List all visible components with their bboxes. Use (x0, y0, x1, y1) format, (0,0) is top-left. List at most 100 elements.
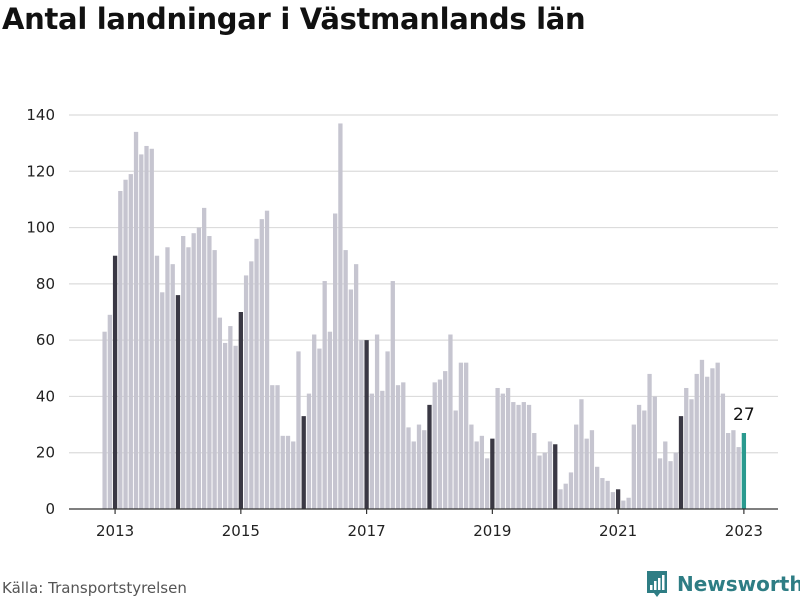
bar (202, 207, 207, 509)
bar (705, 376, 710, 509)
bar (694, 373, 699, 509)
bar (563, 483, 568, 509)
bar (584, 438, 589, 509)
bar (511, 402, 516, 509)
bar (222, 342, 228, 509)
bar (369, 393, 374, 509)
bar (128, 174, 133, 509)
bar (275, 385, 280, 509)
latest-value-label: 27 (733, 405, 755, 425)
bar (327, 331, 333, 509)
bar (600, 478, 605, 509)
bar (233, 345, 238, 509)
source-note: Källa: Transportstyrelsen (2, 579, 187, 597)
bar (673, 452, 678, 509)
y-tick-label: 80 (36, 275, 55, 293)
bar (149, 148, 154, 509)
bar (123, 179, 128, 509)
bar (212, 250, 217, 510)
x-tick-label: 2019 (473, 522, 511, 540)
bar (322, 281, 327, 509)
bar (589, 430, 595, 509)
bar (464, 362, 469, 509)
bar (526, 404, 532, 509)
bar (144, 145, 149, 509)
bar (448, 334, 453, 509)
bar (238, 312, 243, 509)
bar (605, 480, 610, 509)
bar (165, 247, 170, 509)
bar (437, 379, 443, 509)
bar (422, 430, 427, 509)
bar (175, 295, 181, 509)
bar (699, 359, 705, 509)
bar (505, 387, 511, 509)
bar (615, 489, 621, 509)
bar (626, 497, 631, 509)
bar (532, 433, 537, 509)
bar (139, 154, 144, 509)
bar (133, 131, 139, 509)
bar (401, 382, 406, 509)
bar (191, 233, 196, 509)
bar (243, 275, 249, 509)
bar (280, 435, 285, 509)
bar (154, 255, 160, 509)
bar (521, 402, 526, 509)
bar (479, 435, 485, 509)
bar (741, 433, 747, 509)
bar (516, 404, 521, 509)
bar (553, 444, 558, 509)
bar (490, 438, 495, 509)
bar (395, 385, 401, 509)
y-tick-label: 60 (36, 331, 55, 349)
y-tick-label: 20 (36, 444, 55, 462)
bar (689, 399, 694, 509)
bar (500, 393, 505, 509)
bar (348, 289, 354, 509)
bar (574, 424, 579, 509)
bar (610, 492, 616, 509)
bar (112, 255, 118, 509)
bar (186, 247, 191, 509)
x-tick-label: 2015 (222, 522, 260, 540)
y-tick-label: 40 (36, 387, 55, 405)
bar (432, 382, 437, 509)
bar (469, 424, 474, 509)
bar (181, 236, 186, 509)
bar (726, 433, 731, 509)
bar (259, 219, 264, 509)
brand-name: Newsworthy (677, 572, 800, 596)
bar (474, 441, 479, 509)
x-tick-label: 2021 (599, 522, 637, 540)
y-tick-label: 0 (45, 500, 55, 518)
bar (595, 466, 600, 509)
bar (631, 424, 636, 509)
bar (411, 441, 416, 509)
bar (652, 396, 657, 509)
bar (647, 373, 652, 509)
bar (359, 340, 364, 509)
bar (285, 435, 291, 509)
bar (196, 227, 202, 510)
bar (249, 261, 254, 509)
bar-chart: 0 20 40 60 80 100 120 140 2013 2015 2017 2019 2021 20… (26, 106, 778, 540)
bar (642, 410, 647, 509)
bar (380, 390, 385, 509)
bar (542, 452, 547, 509)
bar (731, 430, 736, 509)
bar (338, 123, 343, 509)
bar (291, 441, 296, 509)
bar (228, 326, 233, 509)
bar (684, 387, 689, 509)
bar (107, 314, 112, 509)
bar (374, 334, 380, 509)
labels: 0 20 40 60 80 100 120 140 2013 2015 2017 2019 2021 20… (26, 106, 763, 540)
bar (306, 393, 312, 509)
bar (353, 264, 359, 509)
x-axis (69, 508, 778, 514)
brand-logo[interactable]: Newsworthy (645, 569, 800, 599)
newsworthy-logo-icon (647, 571, 667, 597)
bar (102, 331, 107, 509)
bar (636, 404, 642, 509)
